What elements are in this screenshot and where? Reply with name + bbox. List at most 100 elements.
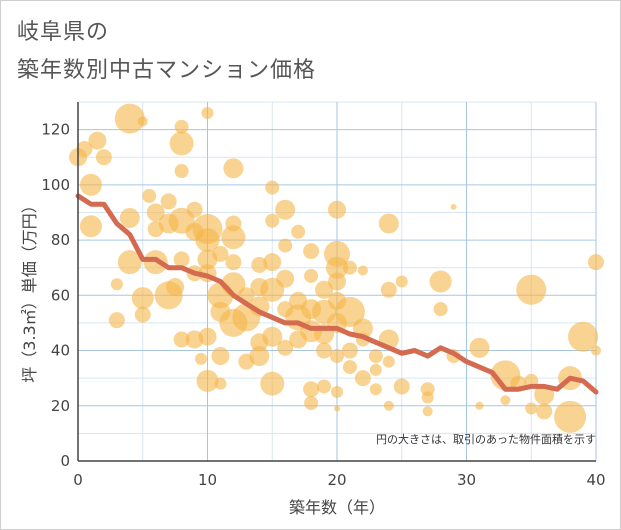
x-tick-label: 30 (457, 471, 476, 489)
data-bubble (110, 278, 123, 291)
trend-line-layer (75, 193, 599, 395)
data-bubble (422, 406, 433, 417)
data-bubble (383, 400, 394, 411)
data-bubble (475, 401, 484, 410)
data-bubble (500, 395, 511, 406)
data-bubble (342, 360, 357, 375)
data-bubble (588, 254, 604, 271)
chart-title-line1: 岐阜県の (17, 20, 110, 45)
data-bubble (225, 215, 242, 232)
data-bubble (421, 391, 434, 404)
data-bubble (265, 213, 280, 228)
data-bubble (173, 251, 190, 268)
data-bubble (315, 280, 334, 299)
data-bubble (317, 379, 332, 394)
bubble-layer (69, 103, 604, 433)
data-bubble (117, 250, 142, 275)
data-bubble (554, 400, 587, 433)
data-bubble (568, 321, 599, 352)
data-bubble (134, 306, 151, 323)
data-bubble (160, 193, 177, 210)
data-bubble (212, 245, 229, 262)
data-bubble (277, 339, 294, 356)
x-tick-label: 0 (73, 471, 83, 489)
data-bubble (250, 333, 269, 352)
data-bubble (278, 238, 293, 253)
data-bubble (369, 363, 382, 376)
data-bubble (210, 301, 231, 322)
y-tick-label: 120 (41, 121, 70, 139)
data-bubble (119, 207, 140, 228)
data-bubble (79, 215, 102, 238)
size-note: 円の大きさは、取引のあった物件面積を示す (376, 432, 596, 446)
data-bubble (433, 302, 448, 317)
data-bubble (260, 371, 285, 396)
data-bubble (265, 180, 280, 195)
data-bubble (369, 383, 382, 396)
data-bubble (174, 119, 189, 134)
data-bubble (185, 222, 204, 241)
data-bubble (334, 405, 340, 412)
data-bubble (303, 243, 320, 260)
x-tick-label: 20 (327, 471, 346, 489)
x-tick-label: 40 (586, 471, 605, 489)
data-bubble (76, 140, 93, 157)
data-bubble (328, 291, 346, 310)
y-tick-label: 100 (41, 176, 70, 194)
data-bubble (536, 403, 553, 420)
data-bubble (174, 164, 189, 179)
data-bubble (380, 281, 397, 298)
data-bubble (223, 158, 244, 179)
y-tick-label: 0 (60, 452, 70, 470)
data-bubble (198, 327, 217, 346)
y-tick-label: 40 (51, 342, 70, 360)
data-bubble (591, 345, 601, 356)
data-bubble (169, 131, 194, 156)
data-bubble (277, 301, 294, 318)
data-bubble (525, 402, 538, 415)
data-bubble (357, 265, 368, 276)
data-bubble (108, 312, 125, 329)
x-axis-label: 築年数（年） (289, 498, 385, 517)
data-bubble (395, 275, 408, 288)
data-bubble (263, 253, 282, 272)
data-bubble (211, 347, 230, 366)
axes: 0 10 20 30 40 0 20 40 60 80 100 120 (41, 102, 606, 489)
data-bubble (79, 173, 102, 196)
data-bubble (251, 256, 268, 273)
data-bubble (328, 272, 346, 291)
data-bubble (354, 370, 371, 387)
data-bubble (304, 268, 319, 283)
data-bubble (303, 381, 320, 398)
data-bubble (291, 224, 306, 239)
data-bubble (342, 260, 357, 275)
data-bubble (368, 349, 383, 364)
data-bubble (393, 378, 410, 395)
data-bubble (166, 278, 185, 297)
data-bubble (316, 342, 333, 359)
data-bubble (142, 188, 157, 203)
data-bubble (250, 278, 269, 297)
data-bubble (326, 256, 348, 279)
data-bubble (201, 107, 214, 120)
data-bubble (289, 291, 308, 310)
y-axis-label: 坪（3.3㎡）単価（万円） (20, 197, 39, 382)
x-tick-label: 10 (198, 471, 217, 489)
data-bubble (114, 103, 145, 134)
y-tick-label: 80 (51, 231, 70, 249)
data-bubble (304, 396, 319, 411)
data-bubble (341, 342, 358, 359)
data-bubble (276, 269, 295, 288)
data-bubble (429, 270, 452, 293)
data-bubble (173, 331, 190, 348)
data-bubble (450, 203, 457, 210)
y-tick-label: 60 (51, 286, 70, 304)
data-bubble (131, 287, 154, 310)
data-bubble (195, 352, 208, 365)
data-bubble (95, 149, 112, 166)
data-bubble (88, 131, 107, 150)
data-bubble (137, 116, 148, 127)
data-bubble (238, 353, 255, 370)
